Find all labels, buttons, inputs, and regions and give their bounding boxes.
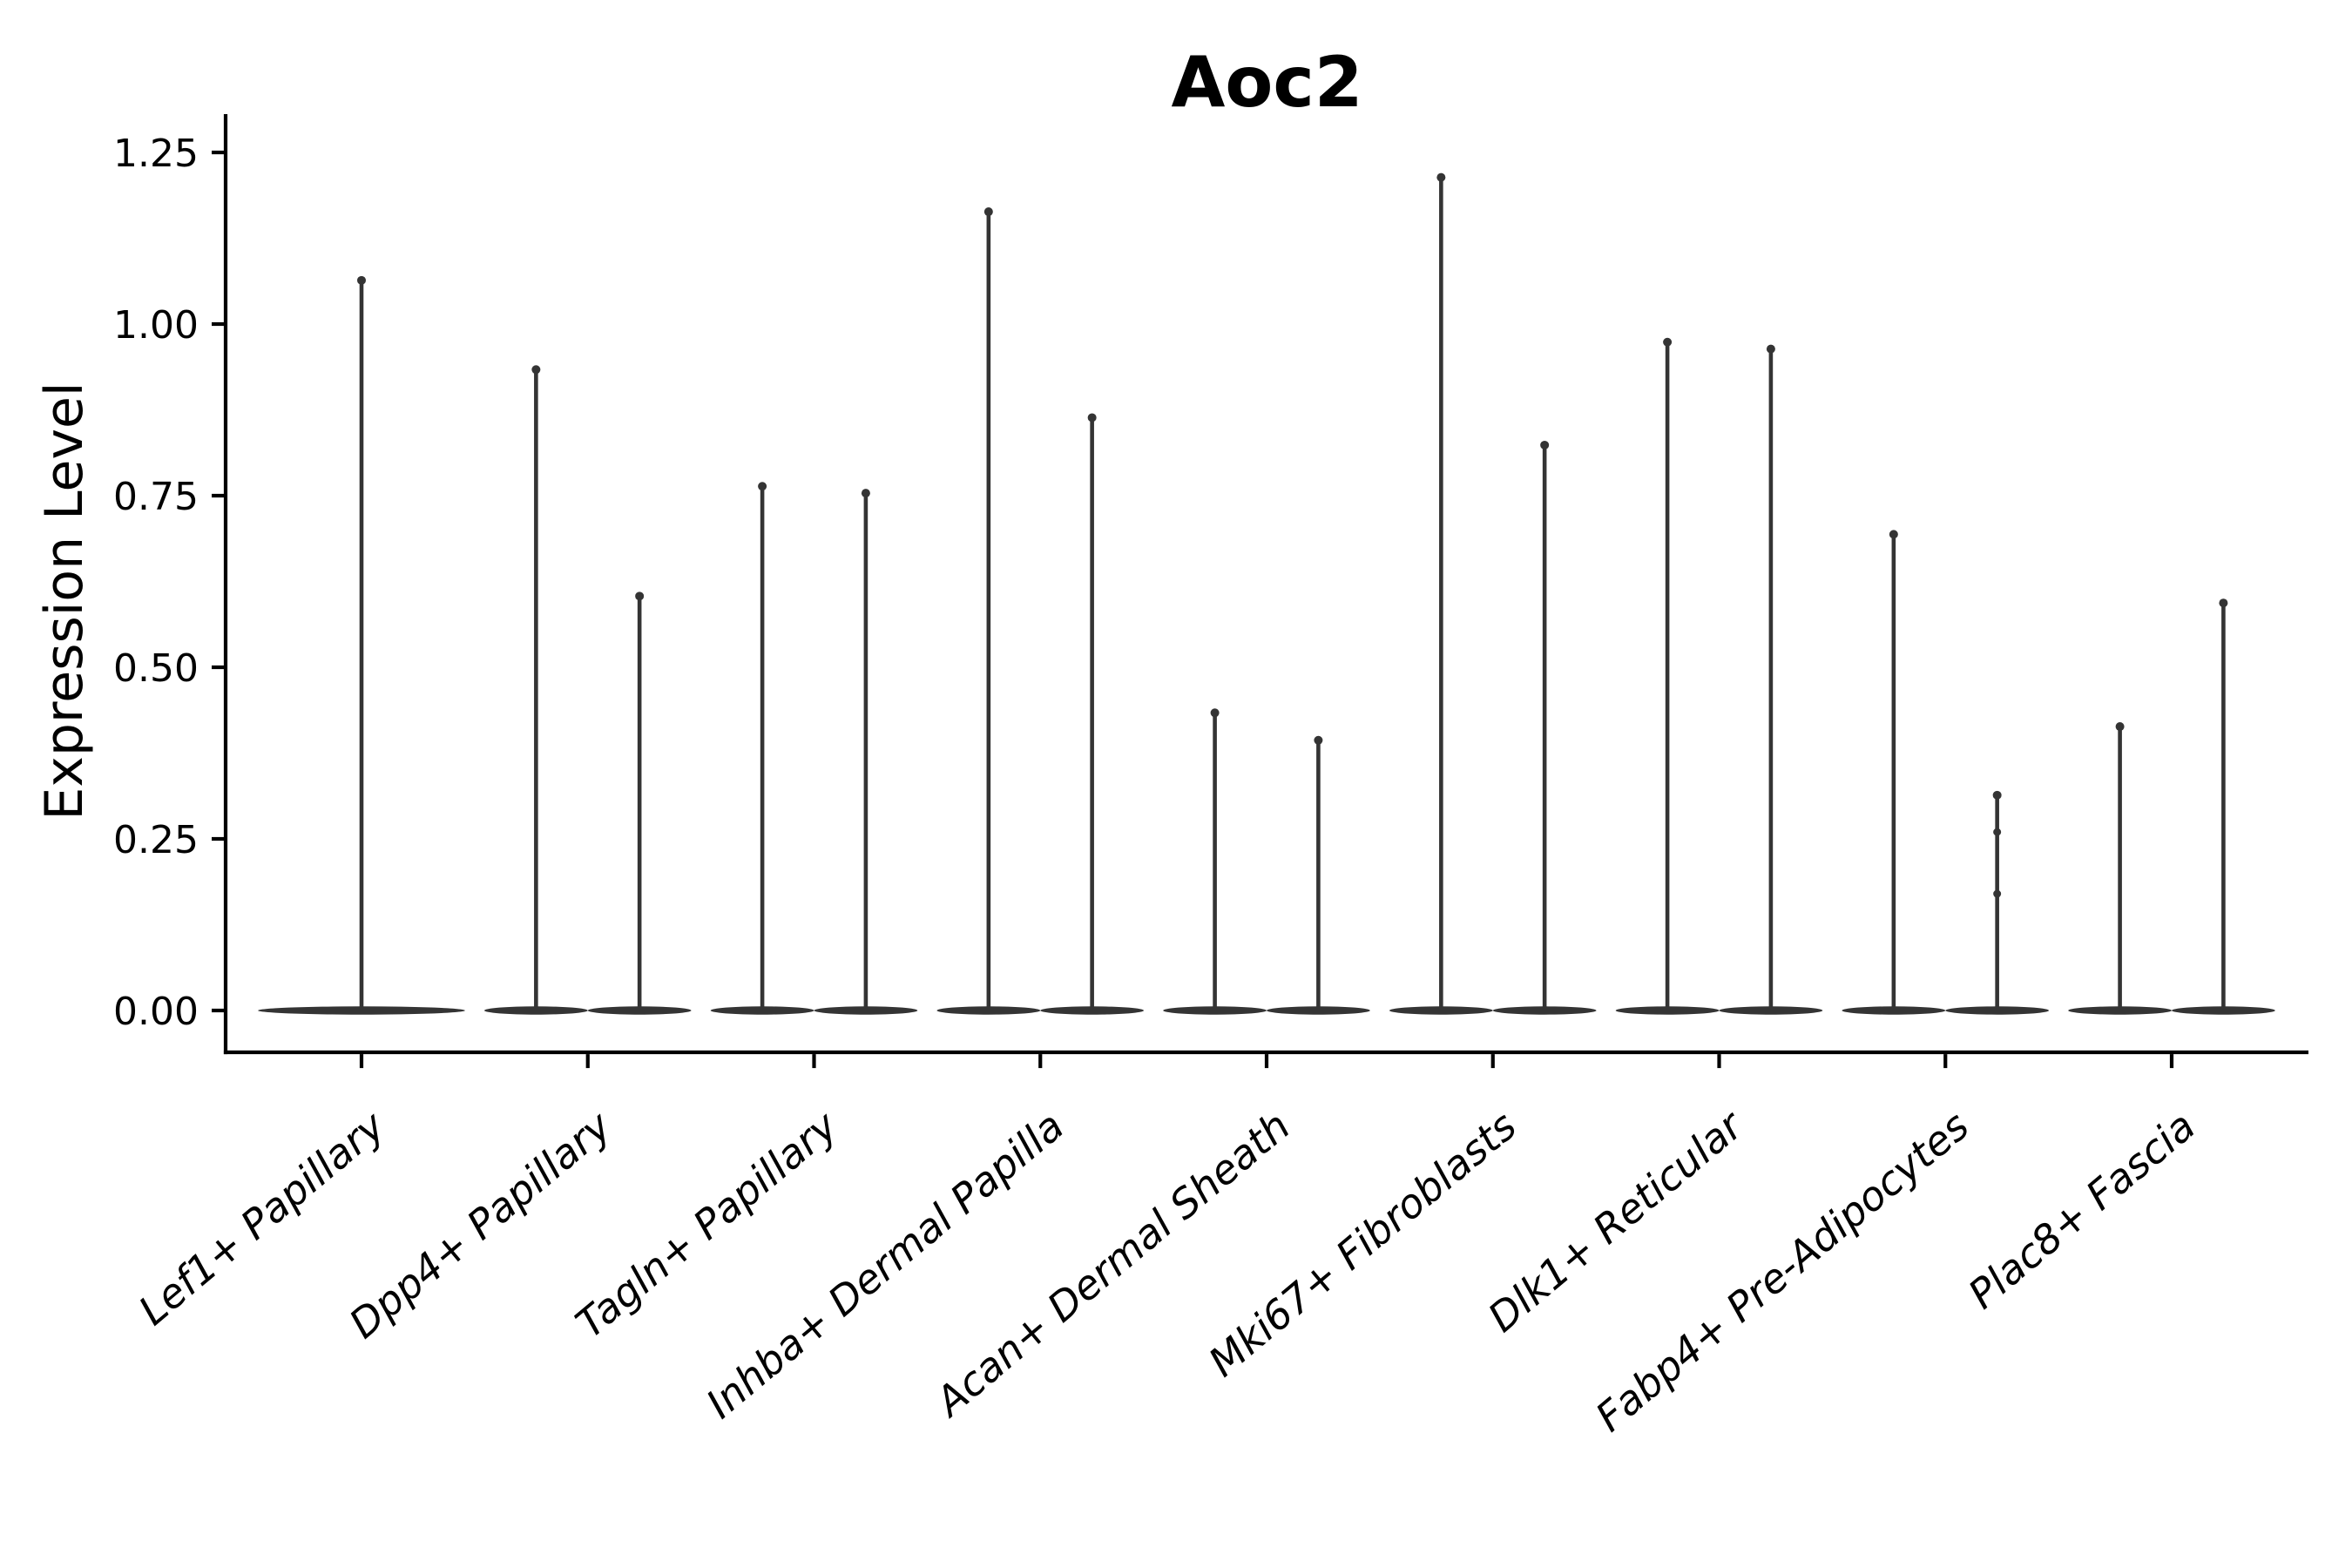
chart-title: Aoc2: [1171, 42, 1363, 123]
violin-max-point: [1766, 344, 1775, 354]
violin-max-point: [861, 489, 870, 498]
violin-max-point: [1540, 440, 1550, 449]
violin-data-point: [1993, 889, 2002, 898]
y-tick-label: 0.00: [113, 990, 199, 1034]
violin-max-point: [635, 591, 645, 601]
x-tick-label: Plac8+ Fascia: [1959, 1102, 2204, 1318]
y-tick-label: 0.75: [113, 475, 199, 519]
violin-max-point: [2219, 598, 2228, 608]
x-tick-label: Fabp4+ Pre-Adipocytes: [1586, 1102, 1977, 1441]
violin-data-point: [1993, 828, 2002, 836]
y-tick-label: 0.25: [113, 818, 199, 862]
violin-max-point: [983, 207, 993, 217]
violin-max-point: [1314, 735, 1323, 745]
violin-max-point: [1087, 413, 1097, 422]
violin-max-point: [2115, 722, 2125, 732]
x-tick-label: Inhba+ Dermal Papilla: [697, 1102, 1072, 1428]
violin-max-point: [1436, 172, 1446, 182]
violin-max-point: [1889, 530, 1898, 539]
x-tick-label: Acan+ Dermal Sheath: [925, 1102, 1299, 1427]
violin-max-point: [1210, 708, 1220, 718]
violin-max-point: [1992, 790, 2002, 800]
violin-max-point: [531, 365, 541, 375]
violin-max-point: [357, 275, 366, 285]
violin-max-point: [1663, 337, 1673, 347]
y-tick-label: 1.25: [113, 132, 199, 176]
y-tick-label: 0.50: [113, 646, 199, 691]
violin-max-point: [758, 482, 767, 491]
y-tick-label: 1.00: [113, 303, 199, 348]
